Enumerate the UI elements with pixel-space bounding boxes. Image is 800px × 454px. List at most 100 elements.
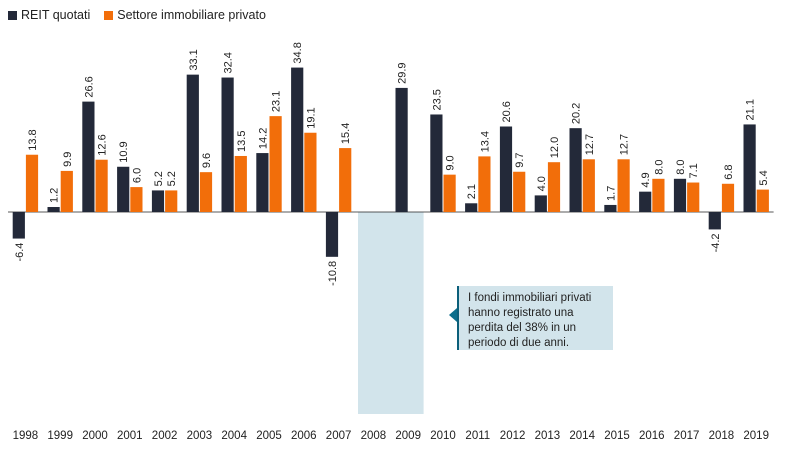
value-label-reit-2009: 29.9 xyxy=(397,62,409,83)
value-label-private-2005: 23.1 xyxy=(271,91,283,112)
x-tick-label-2000: 2000 xyxy=(82,430,108,442)
value-label-reit-2014: 20.2 xyxy=(571,103,583,124)
bar-reit-2006 xyxy=(291,67,304,212)
bar-private-2014 xyxy=(582,159,595,212)
callout-text: I fondi immobiliari privati hanno regist… xyxy=(468,292,592,349)
value-label-private-2014: 12.7 xyxy=(584,134,596,155)
legend-swatch-private xyxy=(104,10,114,20)
bar-private-2012 xyxy=(513,171,526,212)
bar-private-2003 xyxy=(199,172,213,212)
bar-private-2005 xyxy=(269,116,282,212)
bar-reit-2019 xyxy=(743,124,756,212)
legend-label-reit: REIT quotati xyxy=(21,8,91,22)
bar-private-2007 xyxy=(339,148,352,212)
bar-reit-2007 xyxy=(325,212,339,257)
bar-private-2001 xyxy=(130,187,143,212)
bar-private-1998 xyxy=(25,154,39,212)
value-label-private-1999: 9.9 xyxy=(62,152,74,167)
bar-private-2015 xyxy=(617,159,630,212)
bar-reit-2004 xyxy=(221,77,234,212)
bar-private-2011 xyxy=(478,156,491,212)
value-label-reit-2003: 33.1 xyxy=(188,49,200,70)
value-label-reit-2010: 23.5 xyxy=(431,89,443,110)
bar-reit-2011 xyxy=(465,203,478,212)
value-label-reit-2012: 20.6 xyxy=(501,101,513,122)
bar-reit-2014 xyxy=(569,128,582,212)
bar-reit-2005 xyxy=(256,153,269,212)
bar-private-2018 xyxy=(721,183,735,212)
value-label-private-2011: 13.4 xyxy=(479,131,491,152)
value-label-private-2019: 5.4 xyxy=(758,170,770,185)
value-label-private-2000: 12.6 xyxy=(97,134,109,155)
bar-private-2017 xyxy=(687,182,700,212)
legend-swatch-reit xyxy=(8,10,17,20)
bar-private-2019 xyxy=(756,189,769,212)
x-tick-label-2012: 2012 xyxy=(500,430,526,442)
x-tick-label-2008: 2008 xyxy=(361,430,387,442)
bar-reit-2015 xyxy=(604,204,617,212)
bar-private-2000 xyxy=(95,159,108,212)
value-label-reit-2016: 4.9 xyxy=(640,172,652,187)
value-label-private-2004: 13.5 xyxy=(236,131,248,152)
value-label-reit-2011: 2.1 xyxy=(466,184,478,199)
x-tick-label-2016: 2016 xyxy=(639,430,665,442)
highlight-band xyxy=(358,212,424,414)
value-label-reit-2002: 5.2 xyxy=(153,171,165,186)
value-label-private-2006: 19.1 xyxy=(305,107,317,128)
legend-label-private: Settore immobiliare privato xyxy=(117,8,266,22)
value-label-private-2003: 9.6 xyxy=(201,153,213,168)
value-label-reit-2006: 34.8 xyxy=(292,42,304,63)
value-label-private-2002: 5.2 xyxy=(166,171,178,186)
value-label-private-2013: 12.0 xyxy=(549,137,561,158)
value-label-private-2010: 9.0 xyxy=(445,155,457,170)
x-tick-label-2010: 2010 xyxy=(430,430,456,442)
value-label-private-2016: 8.0 xyxy=(653,160,665,175)
x-tick-label-2009: 2009 xyxy=(395,430,421,442)
bar-reit-2012 xyxy=(499,126,513,212)
legend-item-reit: REIT quotati xyxy=(8,8,90,22)
x-tick-label-2006: 2006 xyxy=(291,430,317,442)
bar-reit-2002 xyxy=(151,190,165,212)
bar-reit-2010 xyxy=(430,114,443,212)
bar-private-1999 xyxy=(60,170,73,212)
bar-reit-2003 xyxy=(186,74,199,212)
value-label-reit-2005: 14.2 xyxy=(257,128,269,149)
value-label-reit-2019: 21.1 xyxy=(745,99,757,120)
bar-private-2016 xyxy=(652,178,665,212)
x-tick-label-1999: 1999 xyxy=(47,430,73,442)
value-label-private-2012: 9.7 xyxy=(514,152,526,167)
bar-reit-1998 xyxy=(12,212,25,239)
value-label-reit-1999: 1.2 xyxy=(49,188,61,203)
x-tick-label-2005: 2005 xyxy=(256,430,282,442)
value-label-reit-2004: 32.4 xyxy=(223,52,235,73)
bar-reit-1999 xyxy=(47,207,60,212)
bar-private-2010 xyxy=(443,174,456,212)
value-label-reit-2017: 8.0 xyxy=(675,160,687,175)
x-tick-label-2013: 2013 xyxy=(535,430,561,442)
x-tick-label-2001: 2001 xyxy=(117,430,143,442)
value-label-private-2001: 6.0 xyxy=(131,168,143,183)
x-tick-label-2019: 2019 xyxy=(743,430,769,442)
x-tick-label-1998: 1998 xyxy=(13,430,39,442)
value-label-reit-2007: -10.8 xyxy=(327,261,339,286)
bar-reit-2001 xyxy=(117,166,130,212)
bar-reit-2000 xyxy=(82,101,95,212)
bar-private-2002 xyxy=(165,190,178,212)
value-label-private-2018: 6.8 xyxy=(723,164,735,179)
legend: REIT quotati Settore immobiliare privato xyxy=(8,8,266,22)
x-tick-label-2011: 2011 xyxy=(465,430,490,442)
value-label-private-1998: 13.8 xyxy=(27,129,39,150)
bar-reit-2018 xyxy=(708,212,721,230)
value-label-reit-2015: 1.7 xyxy=(605,186,617,201)
value-label-reit-2000: 26.6 xyxy=(83,76,95,97)
value-label-reit-1998: -6.4 xyxy=(14,243,26,262)
bar-reit-2016 xyxy=(639,191,652,212)
bar-private-2013 xyxy=(547,162,561,212)
legend-item-private: Settore immobiliare privato xyxy=(104,8,266,22)
value-label-private-2007: 15.4 xyxy=(340,123,352,144)
bar-reit-2013 xyxy=(534,195,547,212)
value-label-private-2017: 7.1 xyxy=(688,163,700,178)
x-tick-label-2018: 2018 xyxy=(709,430,735,442)
value-label-private-2015: 12.7 xyxy=(619,134,631,155)
